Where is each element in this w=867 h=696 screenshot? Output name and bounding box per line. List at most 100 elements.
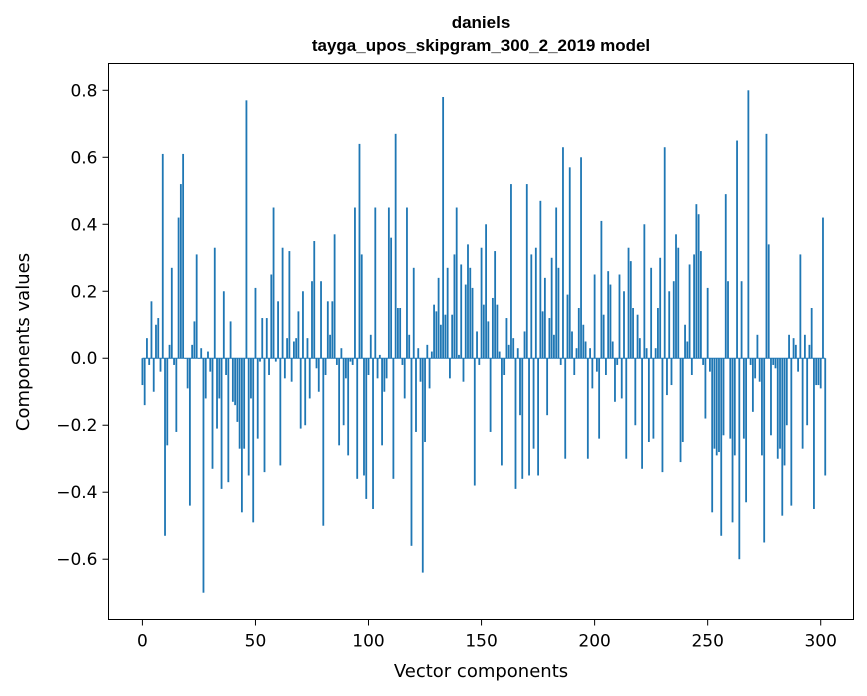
bar-92 (349, 358, 352, 362)
bar-80 (322, 358, 325, 526)
bar-242 (688, 264, 691, 359)
bar-186 (562, 147, 564, 359)
bar-162 (507, 344, 510, 359)
bar-50 (254, 287, 257, 359)
bar-302 (824, 358, 827, 476)
bar-115 (401, 358, 404, 365)
bar-136 (449, 358, 451, 379)
bar-116 (403, 358, 406, 399)
bar-146 (471, 287, 474, 359)
bar-241 (686, 341, 689, 359)
bar-103 (374, 207, 377, 359)
bar-65 (288, 251, 291, 359)
bar-131 (437, 277, 440, 359)
bar-214 (625, 358, 628, 459)
bar-285 (785, 358, 788, 426)
bar-266 (742, 358, 745, 439)
bar-1 (143, 358, 146, 406)
bar-38 (227, 358, 230, 483)
bar-172 (530, 254, 533, 359)
bar-62 (281, 247, 284, 359)
bar-182 (553, 334, 555, 359)
bar-193 (577, 308, 580, 359)
bar-122 (417, 348, 420, 359)
bar-90 (345, 358, 347, 379)
bar-199 (591, 358, 594, 389)
bar-269 (749, 358, 752, 365)
bar-105 (378, 354, 381, 359)
bar-49 (252, 358, 255, 523)
bar-181 (550, 257, 553, 359)
bar-120 (412, 267, 415, 359)
bar-12 (168, 344, 171, 359)
bar-250 (706, 287, 709, 359)
bar-4 (150, 301, 153, 359)
bar-96 (358, 143, 361, 359)
bar-70 (299, 358, 302, 429)
plot-frame (108, 63, 854, 620)
bar-194 (580, 157, 582, 359)
bar-129 (433, 304, 435, 359)
bar-232 (666, 358, 668, 396)
bar-205 (605, 358, 607, 375)
bar-255 (718, 358, 720, 453)
bar-163 (510, 184, 512, 359)
bar-18 (182, 153, 185, 359)
bar-179 (546, 358, 549, 416)
bar-89 (342, 358, 345, 426)
bar-233 (668, 291, 671, 359)
bar-100 (367, 358, 370, 375)
y-tick-label: −0.6 (56, 550, 97, 570)
bar-287 (790, 358, 793, 506)
bar-284 (783, 358, 786, 466)
bar-124 (421, 358, 424, 573)
bar-171 (528, 358, 530, 476)
bar-88 (340, 348, 343, 359)
bar-173 (532, 358, 535, 449)
bar-184 (557, 267, 560, 359)
x-tick-label: 250 (691, 632, 723, 652)
bar-14 (173, 358, 175, 365)
bar-230 (661, 358, 664, 473)
bar-113 (397, 308, 399, 359)
bar-189 (568, 167, 571, 359)
bar-128 (430, 351, 433, 359)
bar-13 (170, 267, 173, 359)
bar-0 (141, 358, 144, 386)
bar-278 (770, 358, 772, 436)
bar-196 (584, 341, 587, 359)
bar-280 (774, 358, 777, 369)
bar-259 (727, 281, 729, 359)
bar-281 (776, 358, 779, 459)
bar-33 (216, 358, 218, 429)
bar-119 (410, 358, 413, 546)
bar-74 (308, 358, 311, 399)
x-axis-ticks: 0 50 100 150 200 250 300 (137, 619, 837, 652)
y-tick-label: 0.4 (70, 215, 97, 235)
bar-132 (439, 324, 442, 359)
bar-121 (415, 358, 417, 432)
chart-title: daniels (452, 13, 511, 32)
bar-138 (453, 254, 456, 359)
bar-299 (817, 358, 820, 386)
bar-215 (627, 247, 630, 359)
bar-56 (268, 358, 270, 375)
bar-55 (265, 318, 268, 359)
bar-39 (229, 321, 232, 359)
bar-118 (408, 334, 411, 359)
bar-59 (274, 358, 277, 362)
bar-29 (207, 351, 209, 359)
bar-61 (279, 358, 282, 466)
bar-218 (634, 358, 637, 426)
bar-32 (213, 247, 216, 359)
bar-161 (505, 318, 508, 359)
bar-164 (512, 338, 515, 359)
bar-140 (458, 354, 460, 359)
bar-147 (473, 358, 476, 486)
bar-261 (731, 358, 734, 523)
bar-125 (424, 358, 426, 442)
bar-133 (442, 96, 445, 359)
bar-220 (638, 338, 641, 359)
y-tick-label: 0.2 (70, 282, 97, 302)
bar-101 (369, 334, 372, 359)
